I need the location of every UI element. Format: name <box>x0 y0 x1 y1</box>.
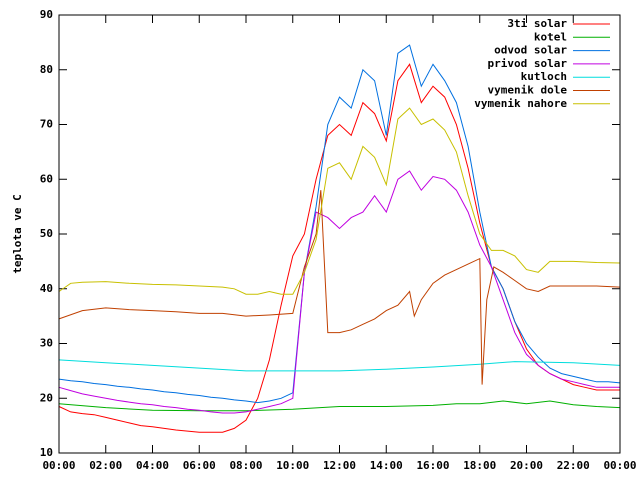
legend-label: kutloch <box>521 70 567 83</box>
x-tick-label: 02:00 <box>89 459 122 472</box>
x-tick-label: 00:00 <box>603 459 636 472</box>
x-tick-label: 06:00 <box>183 459 216 472</box>
x-tick-label: 14:00 <box>370 459 403 472</box>
series-line <box>58 170 620 414</box>
series-line <box>58 400 621 412</box>
x-tick-label: 12:00 <box>323 459 356 472</box>
y-tick-label: 40 <box>40 282 53 295</box>
x-tick-label: 00:00 <box>42 459 75 472</box>
series-line <box>58 107 621 295</box>
legend-label: vymenik dole <box>488 84 568 97</box>
series-line <box>58 190 621 385</box>
plot-border <box>58 14 621 454</box>
series-line <box>58 359 621 372</box>
legend-label: 3ti solar <box>507 17 567 30</box>
series-line <box>58 63 620 433</box>
y-tick-label: 50 <box>40 227 53 240</box>
y-tick-label: 70 <box>40 118 53 131</box>
legend-label: privod solar <box>488 57 568 70</box>
legend-label: vymenik nahore <box>474 97 567 110</box>
y-tick-label: 90 <box>40 8 53 21</box>
x-tick-label: 08:00 <box>229 459 262 472</box>
x-tick-label: 22:00 <box>557 459 590 472</box>
y-axis-label: teplota ve C <box>11 194 24 273</box>
x-tick-label: 10:00 <box>276 459 309 472</box>
y-tick-label: 80 <box>40 63 53 76</box>
y-tick-label: 20 <box>40 391 53 404</box>
y-tick-label: 10 <box>40 446 53 459</box>
y-tick-label: 60 <box>40 172 53 185</box>
x-tick-label: 04:00 <box>136 459 169 472</box>
x-tick-label: 16:00 <box>416 459 449 472</box>
x-tick-label: 20:00 <box>510 459 543 472</box>
x-tick-label: 18:00 <box>463 459 496 472</box>
series-line <box>58 44 621 404</box>
legend-label: kotel <box>534 30 567 43</box>
y-tick-label: 30 <box>40 337 53 350</box>
legend-label: odvod solar <box>494 44 567 57</box>
